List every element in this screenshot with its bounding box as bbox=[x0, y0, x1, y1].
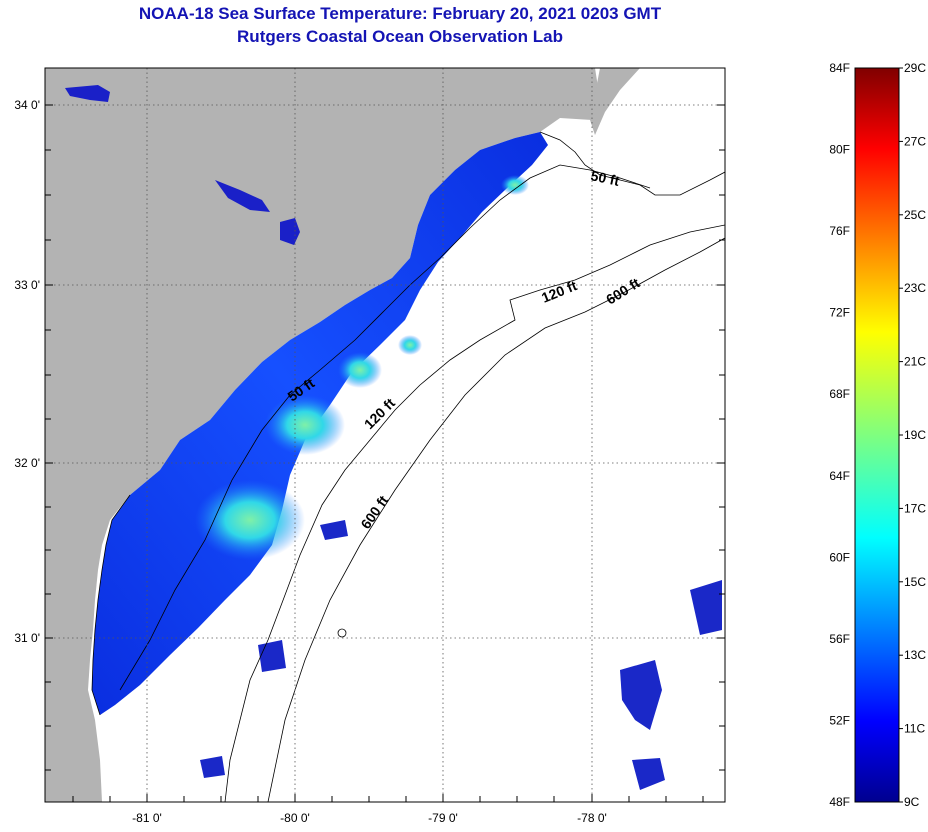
sst-warm-patch bbox=[338, 352, 382, 388]
contour-50ft bbox=[119, 164, 651, 691]
colorbar-celsius-label: 15C bbox=[904, 575, 926, 589]
chart-subtitle: Rutgers Coastal Ocean Observation Lab bbox=[237, 27, 563, 46]
colorbar-celsius-label: 13C bbox=[904, 648, 926, 662]
offshore-patch bbox=[632, 758, 665, 790]
inland-water bbox=[215, 180, 270, 212]
offshore-patch bbox=[320, 520, 348, 540]
colorbar-celsius-label: 29C bbox=[904, 61, 926, 75]
coastline bbox=[91, 494, 131, 716]
colorbar-fahrenheit-label: 64F bbox=[829, 469, 850, 483]
sst-shelf-water bbox=[92, 132, 548, 715]
lon-tick-label: -79 0' bbox=[428, 811, 458, 825]
colorbar-celsius-label: 9C bbox=[904, 795, 920, 809]
colorbar-fahrenheit-label: 48F bbox=[829, 795, 850, 809]
lon-tick-label: -81 0' bbox=[132, 811, 162, 825]
lon-tick-label: -78 0' bbox=[577, 811, 607, 825]
lat-tick-label: 34 0' bbox=[14, 98, 40, 112]
colorbar-fahrenheit-label: 60F bbox=[829, 550, 850, 564]
colorbar-celsius-label: 23C bbox=[904, 281, 926, 295]
inland-water bbox=[280, 218, 300, 245]
colorbar-celsius-label: 11C bbox=[904, 722, 925, 736]
chart-title: NOAA-18 Sea Surface Temperature: Februar… bbox=[138, 4, 662, 23]
temperature-colorbar: 84F 80F 76F 72F 68F 64F 60F 56F 52F 48F 29C 27C 25C 2… bbox=[829, 61, 926, 809]
offshore-patch bbox=[258, 640, 286, 672]
sst-warm-patch bbox=[265, 395, 345, 455]
contour-600ft bbox=[267, 237, 725, 802]
sst-warm-patch bbox=[195, 480, 305, 560]
contour-label: 50 ft bbox=[589, 167, 621, 189]
offshore-patch bbox=[620, 660, 662, 730]
lon-tick-label: -80 0' bbox=[280, 811, 310, 825]
colorbar-celsius-label: 19C bbox=[904, 428, 926, 442]
colorbar-fahrenheit-label: 52F bbox=[829, 713, 850, 727]
contour-120ft bbox=[224, 224, 725, 802]
colorbar-gradient bbox=[854, 67, 900, 803]
offshore-patch bbox=[690, 580, 722, 635]
colorbar-celsius-label: 17C bbox=[904, 501, 926, 515]
colorbar-fahrenheit-label: 84F bbox=[829, 61, 850, 75]
land-mass bbox=[45, 68, 600, 802]
lat-tick-label: 31 0' bbox=[14, 631, 40, 645]
colorbar-fahrenheit-label: 72F bbox=[829, 306, 850, 320]
lat-tick-label: 33 0' bbox=[14, 278, 40, 292]
colorbar-celsius-label: 27C bbox=[904, 134, 926, 148]
colorbar-fahrenheit-label: 76F bbox=[829, 224, 850, 238]
graticule bbox=[45, 68, 725, 802]
colorbar-fahrenheit-label: 56F bbox=[829, 632, 850, 646]
colorbar-celsius-label: 21C bbox=[904, 355, 926, 369]
offshore-patch bbox=[200, 756, 225, 778]
sst-map: 50 ft 120 ft 600 ft 50 ft 120 ft 600 ft bbox=[14, 67, 726, 825]
contour-ring bbox=[337, 628, 347, 638]
sst-warm-patch bbox=[501, 175, 529, 195]
coastline bbox=[539, 131, 725, 196]
axis-ticks bbox=[45, 104, 725, 802]
inland-water bbox=[65, 85, 110, 102]
colorbar-fahrenheit-label: 80F bbox=[829, 143, 850, 157]
map-frame bbox=[44, 67, 726, 803]
lat-tick-label: 32 0' bbox=[14, 456, 40, 470]
land-cape-top bbox=[590, 68, 640, 135]
colorbar-fahrenheit-label: 68F bbox=[829, 387, 850, 401]
colorbar-celsius-label: 25C bbox=[904, 208, 926, 222]
sst-warm-patch bbox=[398, 335, 422, 355]
